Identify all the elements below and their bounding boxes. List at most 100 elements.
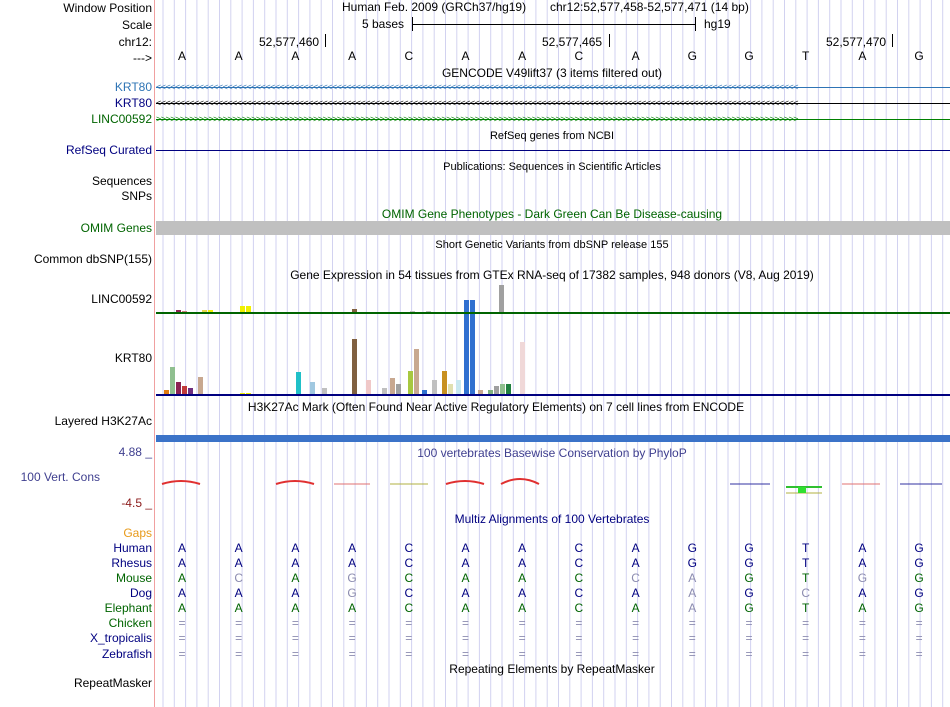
alignment-base-human: A: [518, 541, 527, 555]
publications-track-title[interactable]: Publications: Sequences in Scientific Ar…: [443, 161, 661, 173]
chromosome-label: chr12:: [118, 35, 152, 49]
refseq-curated-line[interactable]: [156, 150, 950, 151]
phylop-min-value: -4.5 _: [121, 496, 152, 510]
track-label-human[interactable]: Human: [113, 541, 152, 555]
track-label-rhesus[interactable]: Rhesus: [111, 556, 152, 570]
dbsnp-track-title[interactable]: Short Genetic Variants from dbSNP releas…: [435, 239, 669, 251]
alignment-base-rhesus: G: [914, 556, 924, 570]
gtex-linc00592-bar: [470, 300, 475, 312]
h3k27ac-track-title[interactable]: H3K27Ac Mark (Often Found Near Active Re…: [247, 400, 745, 414]
alignment-base-mouse: A: [688, 571, 697, 585]
gtex-krt80-bar: [396, 384, 401, 394]
strand-arrow-label: --->: [133, 51, 152, 65]
track-label-chicken[interactable]: Chicken: [108, 616, 152, 630]
phylop-conservation-plot[interactable]: [156, 476, 950, 496]
alignment-base-human: A: [858, 541, 867, 555]
alignment-base-dog: C: [574, 586, 584, 600]
gtex-track-title[interactable]: Gene Expression in 54 tissues from GTEx …: [290, 268, 814, 282]
track-label-sequences[interactable]: Sequences: [91, 174, 152, 188]
alignment-base-human: A: [234, 541, 243, 555]
gtex-krt80-bar: [506, 384, 511, 394]
phylop-track-title[interactable]: 100 vertebrates Basewise Conservation by…: [417, 446, 687, 460]
h3k27ac-signal-bar[interactable]: [156, 435, 950, 442]
alignment-base-chicken: =: [745, 616, 753, 630]
gtex-linc00592-bar: [240, 306, 245, 312]
omim-gene-bar[interactable]: [156, 221, 950, 235]
track-label-krt80-gencode-2[interactable]: KRT80: [114, 96, 152, 110]
alignment-base-elephant: C: [404, 601, 414, 615]
krt80-gene-model-2[interactable]: <<<<<<<<<<<<<<<<<<<<<<<<<<<<<<<<<<<<<<<<…: [156, 97, 950, 109]
track-image-panel[interactable]: Human Feb. 2009 (GRCh37/hg19) chr12:52,5…: [156, 0, 950, 707]
alignment-base-elephant: T: [802, 601, 810, 615]
omim-track-title[interactable]: OMIM Gene Phenotypes - Dark Green Can Be…: [381, 207, 723, 221]
gtex-krt80-bar: [170, 367, 175, 394]
assembly-name: Human Feb. 2009 (GRCh37/hg19): [342, 0, 527, 14]
gtex-krt80-bar: [182, 386, 187, 394]
alignment-base-x_tropicalis: =: [915, 631, 923, 645]
track-label-mouse[interactable]: Mouse: [115, 571, 152, 585]
track-label-gtex-linc00592[interactable]: LINC00592: [91, 292, 152, 306]
sequence-base: T: [802, 49, 810, 63]
alignment-base-mouse: A: [177, 571, 186, 585]
alignment-base-chicken: =: [461, 616, 469, 630]
linc00592-gene-model[interactable]: >>>>>>>>>>>>>>>>>>>>>>>>>>>>>>>>>>>>>>>>…: [156, 113, 950, 125]
track-label-dog[interactable]: Dog: [129, 586, 152, 600]
sequence-base: A: [177, 49, 186, 63]
track-label-gtex-krt80[interactable]: KRT80: [114, 351, 152, 365]
alignment-base-human: G: [687, 541, 697, 555]
sequence-base: A: [348, 49, 357, 63]
alignment-base-zebrafish: =: [178, 647, 186, 661]
track-label-common-dbsnp[interactable]: Common dbSNP(155): [33, 252, 152, 266]
alignment-base-elephant: A: [688, 601, 697, 615]
gtex-krt80-baseline: [156, 394, 950, 396]
alignment-base-chicken: =: [915, 616, 923, 630]
phylop-peak: [161, 480, 201, 485]
alignment-base-x_tropicalis: =: [348, 631, 356, 645]
track-label-gaps[interactable]: Gaps: [123, 526, 152, 540]
gtex-linc00592-baseline: [156, 312, 950, 314]
track-label-column: Window Position Scale chr12: ---> KRT80 …: [0, 0, 154, 707]
alignment-base-elephant: A: [631, 601, 640, 615]
alignment-base-x_tropicalis: =: [858, 631, 866, 645]
krt80-gene-model-1[interactable]: <<<<<<<<<<<<<<<<<<<<<<<<<<<<<<<<<<<<<<<<…: [156, 81, 950, 93]
alignment-base-elephant: A: [518, 601, 527, 615]
track-label-omim-genes[interactable]: OMIM Genes: [80, 221, 152, 235]
alignment-base-elephant: C: [574, 601, 584, 615]
track-label-100-vert-cons[interactable]: 100 Vert. Cons: [20, 470, 100, 484]
alignment-base-rhesus: A: [461, 556, 470, 570]
track-label-x-tropicalis[interactable]: X_tropicalis: [89, 631, 152, 645]
gencode-track-title[interactable]: GENCODE V49lift37 (3 items filtered out): [441, 66, 663, 80]
track-label-repeatmasker[interactable]: RepeatMasker: [73, 676, 152, 690]
alignment-base-x_tropicalis: =: [688, 631, 696, 645]
linc00592-strand-arrows: >>>>>>>>>>>>>>>>>>>>>>>>>>>>>>>>>>>>>>>>…: [156, 114, 799, 124]
repeatmasker-track-title[interactable]: Repeating Elements by RepeatMasker: [449, 662, 655, 676]
sequence-base: G: [744, 49, 754, 63]
track-label-layered-h3k27ac[interactable]: Layered H3K27Ac: [54, 414, 152, 428]
track-label-zebrafish[interactable]: Zebrafish: [101, 647, 152, 661]
gtex-expression-chart[interactable]: [156, 283, 950, 398]
track-label-elephant[interactable]: Elephant: [104, 601, 152, 615]
gtex-linc00592-bar: [410, 311, 415, 312]
multiz-track-title[interactable]: Multiz Alignments of 100 Vertebrates: [454, 512, 650, 526]
alignment-base-rhesus: A: [234, 556, 243, 570]
track-label-snps[interactable]: SNPs: [121, 189, 152, 203]
phylop-peak: [445, 480, 485, 485]
gtex-krt80-bar: [442, 371, 447, 394]
gtex-linc00592-bar: [499, 285, 504, 312]
sequence-base: A: [291, 49, 300, 63]
track-label-krt80-gencode-1[interactable]: KRT80: [114, 80, 152, 94]
refseq-track-title[interactable]: RefSeq genes from NCBI: [489, 130, 615, 142]
gtex-linc00592-bar: [202, 310, 207, 312]
scale-bar-assembly: hg19: [704, 17, 731, 31]
track-label-refseq-curated[interactable]: RefSeq Curated: [65, 143, 152, 157]
alignment-base-dog: A: [234, 586, 243, 600]
track-label-linc00592-gencode[interactable]: LINC00592: [91, 112, 152, 126]
alignment-base-dog: A: [177, 586, 186, 600]
gtex-krt80-bar: [296, 372, 301, 394]
alignment-base-mouse: G: [857, 571, 868, 585]
alignment-base-elephant: A: [177, 601, 186, 615]
sequence-base: A: [461, 49, 470, 63]
gtex-krt80-bar: [188, 388, 193, 394]
alignment-base-x_tropicalis: =: [235, 631, 243, 645]
